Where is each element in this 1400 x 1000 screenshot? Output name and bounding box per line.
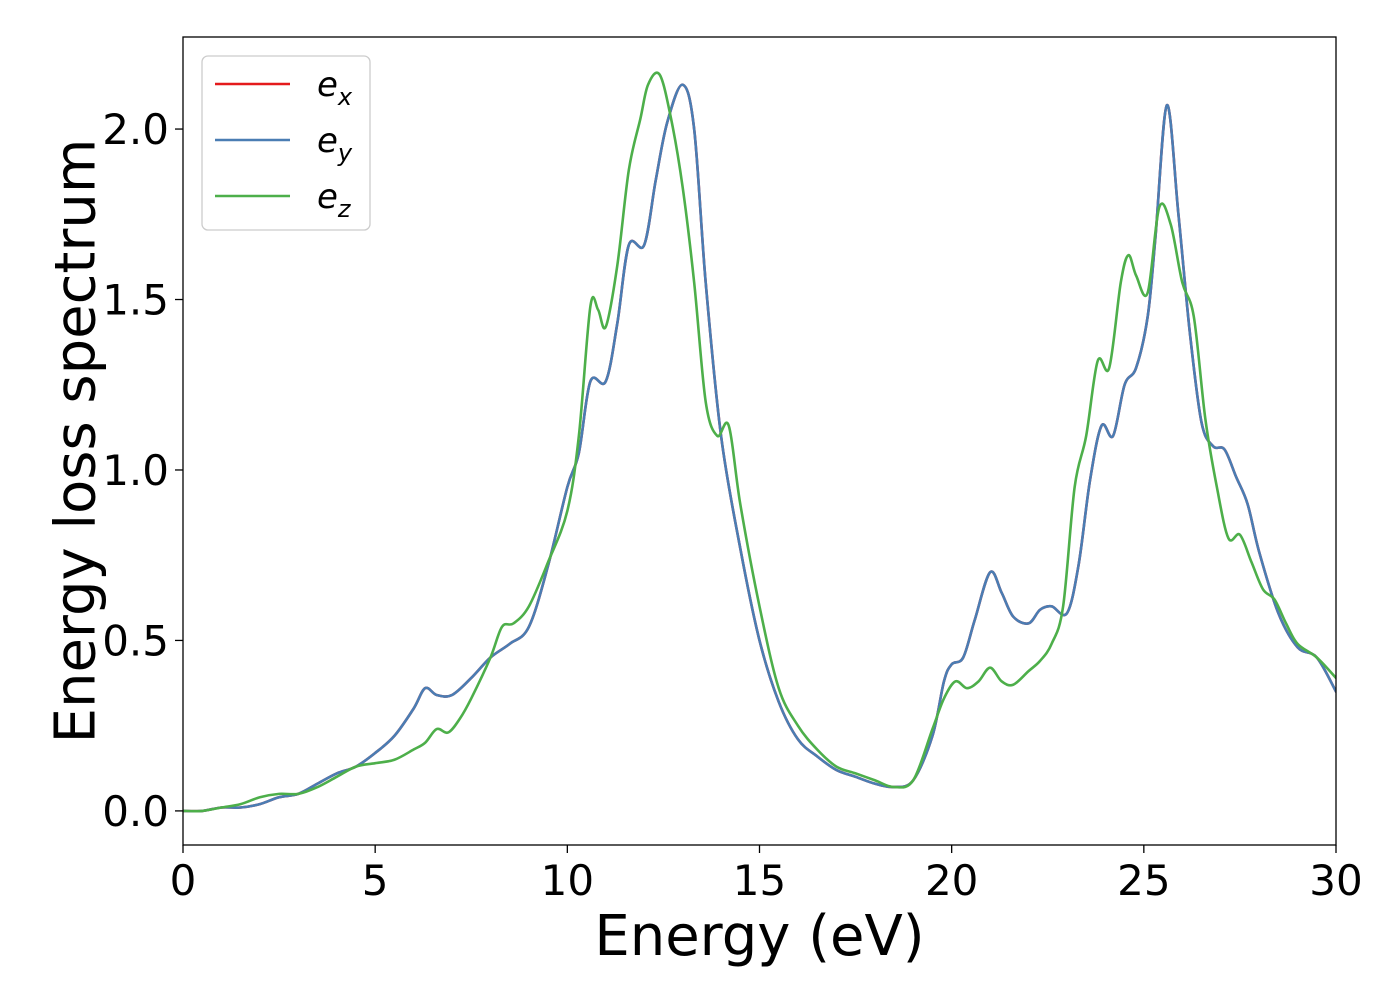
y-tick-label: 2.0 [102, 105, 169, 154]
x-tick-label: 20 [925, 856, 978, 905]
legend-label-x: ex [317, 65, 353, 111]
legend: ex ey ez [201, 55, 371, 231]
x-tick-label: 5 [362, 856, 389, 905]
x-tick-label: 30 [1309, 856, 1362, 905]
legend-label-z: ez [317, 177, 352, 223]
x-tick-label: 25 [1117, 856, 1170, 905]
legend-label-y: ey [317, 121, 353, 167]
y-tick-label: 1.5 [102, 276, 169, 325]
x-tick-label: 0 [170, 856, 197, 905]
y-tick-label: 1.0 [102, 446, 169, 495]
y-tick-label: 0.5 [102, 616, 169, 665]
tick-layer: 0 5 10 15 20 25 30 0.0 0.5 1.0 1.5 2.0 [102, 105, 1363, 905]
series-line-z [183, 71, 1336, 813]
legend-box [201, 55, 371, 231]
x-tick-label: 15 [733, 856, 786, 905]
y-axis-label: Energy loss spectrum [44, 139, 109, 744]
series-line-y [183, 83, 1336, 813]
series-layer [183, 71, 1336, 813]
x-axis-label: Energy (eV) [594, 904, 924, 969]
x-tick-label: 10 [541, 856, 594, 905]
y-tick-label: 0.0 [102, 787, 169, 836]
